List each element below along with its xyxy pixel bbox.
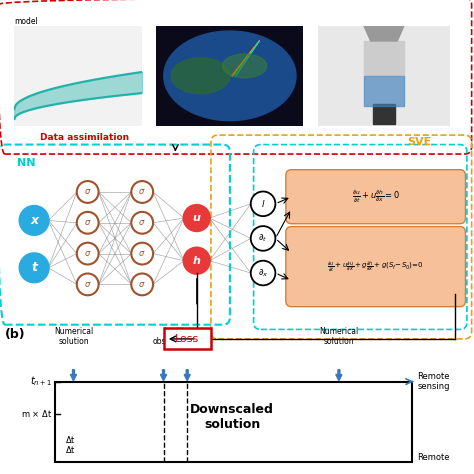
Text: x: x: [30, 214, 38, 227]
Polygon shape: [223, 54, 266, 78]
FancyBboxPatch shape: [286, 227, 465, 307]
Text: $\sigma$: $\sigma$: [138, 249, 146, 258]
Text: $\mathit{l}$: $\mathit{l}$: [261, 198, 265, 210]
Text: model: model: [14, 17, 38, 26]
Polygon shape: [364, 26, 404, 41]
Circle shape: [251, 191, 275, 216]
Text: h: h: [193, 255, 201, 266]
Circle shape: [77, 273, 99, 295]
FancyArrow shape: [336, 370, 342, 381]
Text: $\frac{\partial u}{\partial t}+u\frac{\partial h}{\partial x}=0$: $\frac{\partial u}{\partial t}+u\frac{\p…: [352, 189, 400, 205]
Text: Numerical
solution: Numerical solution: [319, 327, 358, 346]
FancyArrow shape: [70, 370, 76, 381]
Text: t: t: [31, 261, 37, 274]
Circle shape: [20, 206, 48, 235]
Circle shape: [77, 243, 99, 264]
Text: In-situ
observation: In-situ observation: [153, 327, 198, 346]
Text: Data assimilation: Data assimilation: [40, 133, 129, 142]
Circle shape: [77, 181, 99, 203]
Text: $\sigma$: $\sigma$: [84, 280, 91, 289]
Bar: [55, 382, 412, 462]
FancyArrow shape: [160, 370, 166, 381]
Text: Loss: Loss: [175, 334, 200, 344]
FancyArrow shape: [184, 370, 190, 381]
Polygon shape: [374, 104, 394, 124]
Text: $\sigma$: $\sigma$: [138, 188, 146, 196]
Text: $\sigma$: $\sigma$: [138, 219, 146, 227]
Polygon shape: [364, 76, 404, 106]
Circle shape: [131, 212, 153, 234]
Text: $\partial_x$: $\partial_x$: [258, 267, 268, 279]
Polygon shape: [171, 58, 230, 94]
Circle shape: [131, 181, 153, 203]
Text: $t_{n+1}$: $t_{n+1}$: [30, 374, 52, 389]
Text: $\sigma$: $\sigma$: [84, 188, 91, 196]
Circle shape: [131, 273, 153, 295]
Circle shape: [251, 226, 275, 251]
Text: u: u: [193, 213, 201, 223]
Circle shape: [20, 254, 48, 282]
Text: $\sigma$: $\sigma$: [84, 219, 91, 227]
Bar: [164, 328, 211, 349]
Text: SVE: SVE: [408, 137, 432, 146]
FancyBboxPatch shape: [286, 170, 465, 224]
Circle shape: [184, 248, 210, 273]
Text: Remote: Remote: [417, 453, 450, 462]
Text: $\sigma$: $\sigma$: [84, 249, 91, 258]
Circle shape: [251, 261, 275, 285]
Text: $\Delta$t: $\Delta$t: [65, 434, 76, 445]
Text: $\partial_t$: $\partial_t$: [258, 233, 268, 244]
Text: $\sigma$: $\sigma$: [138, 280, 146, 289]
Text: m × $\Delta$t: m × $\Delta$t: [21, 408, 52, 419]
Circle shape: [184, 205, 210, 231]
Circle shape: [77, 212, 99, 234]
Text: NN: NN: [17, 158, 35, 168]
Polygon shape: [164, 31, 296, 120]
Text: $\Delta$t: $\Delta$t: [65, 444, 76, 455]
Polygon shape: [364, 41, 404, 106]
Text: Downscaled
solution: Downscaled solution: [191, 403, 274, 431]
Text: (b): (b): [5, 328, 26, 341]
Title: Sentinel: Sentinel: [216, 20, 244, 26]
Text: Numerical
solution: Numerical solution: [54, 327, 93, 346]
Text: $\frac{\partial u}{\partial t}+u\frac{\partial u}{\partial x}+g\frac{\partial h}: $\frac{\partial u}{\partial t}+u\frac{\p…: [327, 259, 424, 274]
Circle shape: [131, 243, 153, 264]
Text: Remote
sensing: Remote sensing: [417, 372, 450, 391]
